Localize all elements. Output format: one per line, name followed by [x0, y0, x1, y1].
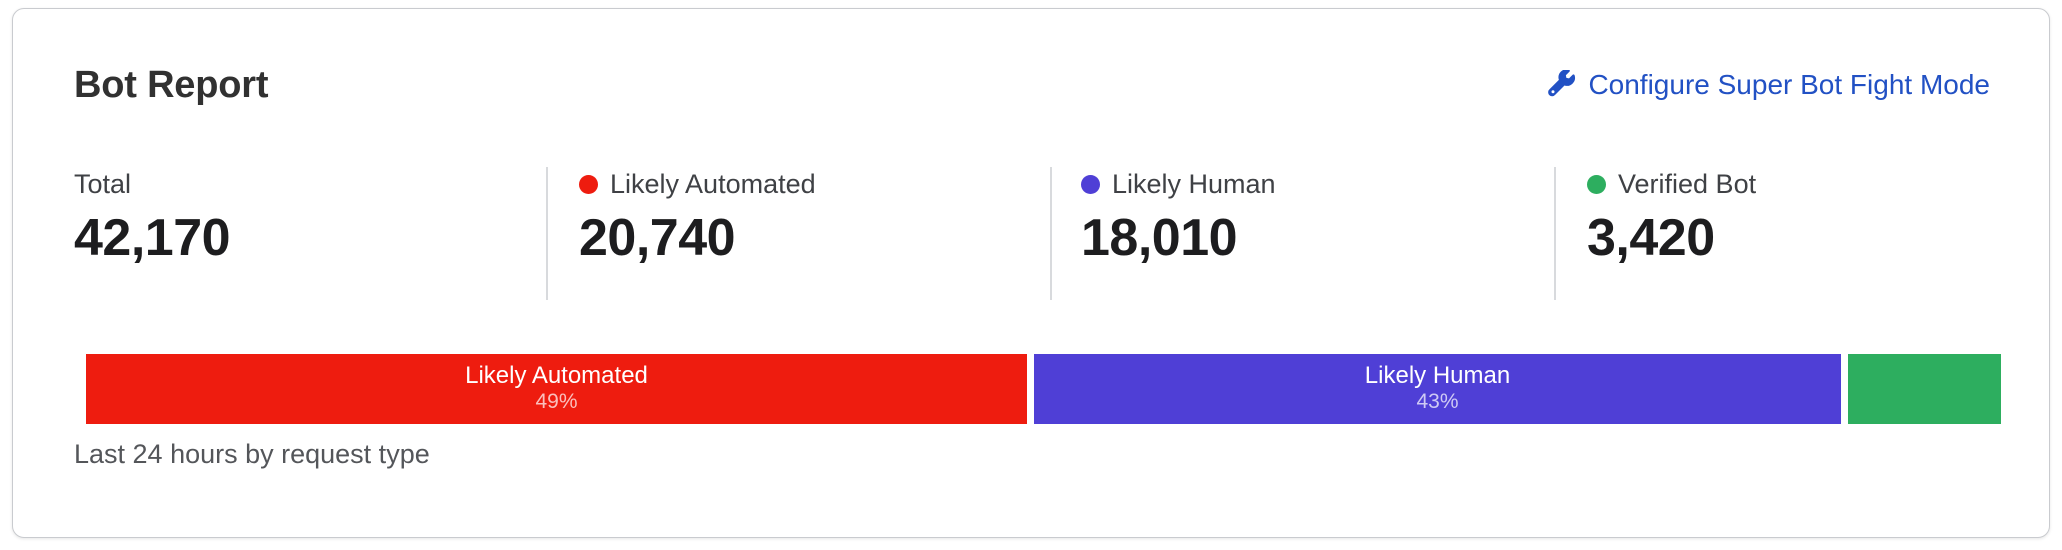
stat-label-text: Verified Bot — [1618, 168, 1757, 199]
bar-segment-likely-automated[interactable]: Likely Automated 49% — [86, 354, 1027, 424]
page-title: Bot Report — [74, 64, 269, 106]
card-header: Bot Report Configure Super Bot Fight Mod… — [74, 57, 1990, 113]
stat-label: Verified Bot — [1587, 169, 1990, 199]
stats-row: Total 42,170 Likely Automated 20,740 Lik… — [74, 167, 1990, 304]
stat-label: Total — [74, 169, 546, 199]
bot-report-card: Bot Report Configure Super Bot Fight Mod… — [12, 8, 2050, 538]
stat-value: 42,170 — [74, 209, 231, 267]
stat-label-text: Likely Human — [1112, 168, 1276, 199]
configure-super-bot-fight-mode-link[interactable]: Configure Super Bot Fight Mode — [1548, 69, 1990, 101]
wrench-icon — [1548, 70, 1578, 100]
stat-label-text: Total — [74, 168, 132, 199]
legend-dot-likely-automated — [579, 174, 598, 194]
stat-verified-bot: Verified Bot 3,420 — [1554, 167, 1990, 304]
stat-likely-automated: Likely Automated 20,740 — [546, 167, 1050, 304]
stacked-bar-chart: Likely Automated 49% Likely Human 43% — [86, 354, 2001, 424]
chart-caption: Last 24 hours by request type — [74, 439, 430, 469]
stat-label: Likely Human — [1081, 169, 1554, 199]
stat-value: 3,420 — [1587, 209, 1715, 267]
bar-segment-percent: 49% — [535, 390, 578, 414]
bar-segment-percent: 43% — [1416, 390, 1459, 414]
stat-likely-human: Likely Human 18,010 — [1050, 167, 1554, 304]
stat-label: Likely Automated — [579, 169, 1050, 199]
bar-segment-label: Likely Human — [1364, 362, 1511, 390]
bar-segment-verified-bot[interactable] — [1848, 354, 2001, 424]
legend-dot-verified-bot — [1587, 174, 1606, 194]
bar-segment-label: Likely Automated — [465, 362, 648, 390]
stat-label-text: Likely Automated — [610, 168, 816, 199]
stat-value: 20,740 — [579, 209, 736, 267]
bar-segment-likely-human[interactable]: Likely Human 43% — [1034, 354, 1841, 424]
legend-dot-likely-human — [1081, 174, 1100, 194]
stat-total: Total 42,170 — [74, 169, 546, 304]
configure-link-label: Configure Super Bot Fight Mode — [1588, 69, 1990, 100]
stat-value: 18,010 — [1081, 209, 1238, 267]
